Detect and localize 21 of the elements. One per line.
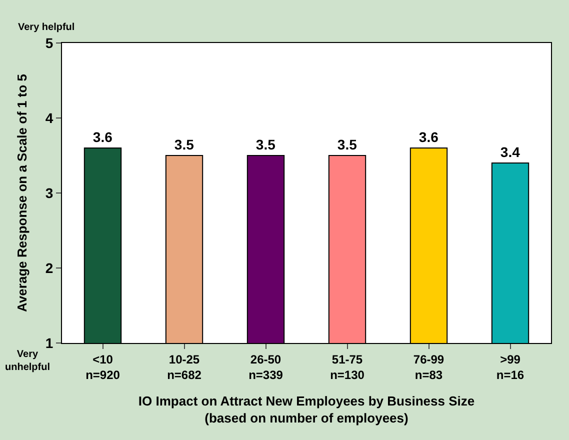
- y-axis-title: Average Response on a Scale of 1 to 5: [14, 74, 30, 312]
- y-tick-label: 4: [45, 110, 54, 126]
- y-tick-label: 2: [45, 260, 54, 276]
- data-label: 3.6: [92, 129, 113, 145]
- x-tick-label: 76-99 n=83: [413, 352, 444, 382]
- x-tick-label: <10 n=920: [86, 352, 120, 382]
- x-tick-label: 26-50 n=339: [248, 352, 284, 382]
- data-label: 3.4: [500, 144, 520, 160]
- data-label: 3.5: [337, 136, 358, 152]
- y-tick-label: 1: [45, 334, 54, 351]
- data-label: 3.6: [418, 129, 439, 145]
- x-tick-label: >99 n=16: [496, 352, 524, 382]
- x-tick-label: 51-75 n=130: [330, 352, 365, 382]
- data-label: 3.5: [256, 136, 276, 152]
- text: Very helpful: [18, 22, 75, 33]
- y-tick-label: 5: [45, 34, 54, 51]
- x-axis-title: IO Impact on Attract New Employees by Business Size (based on number of employees): [138, 394, 475, 426]
- x-tick-label: 10-25 n=682: [167, 352, 202, 382]
- y-tick-label: 3: [45, 184, 54, 201]
- data-label: 3.5: [174, 136, 194, 152]
- text: Very unhelpful: [5, 349, 50, 373]
